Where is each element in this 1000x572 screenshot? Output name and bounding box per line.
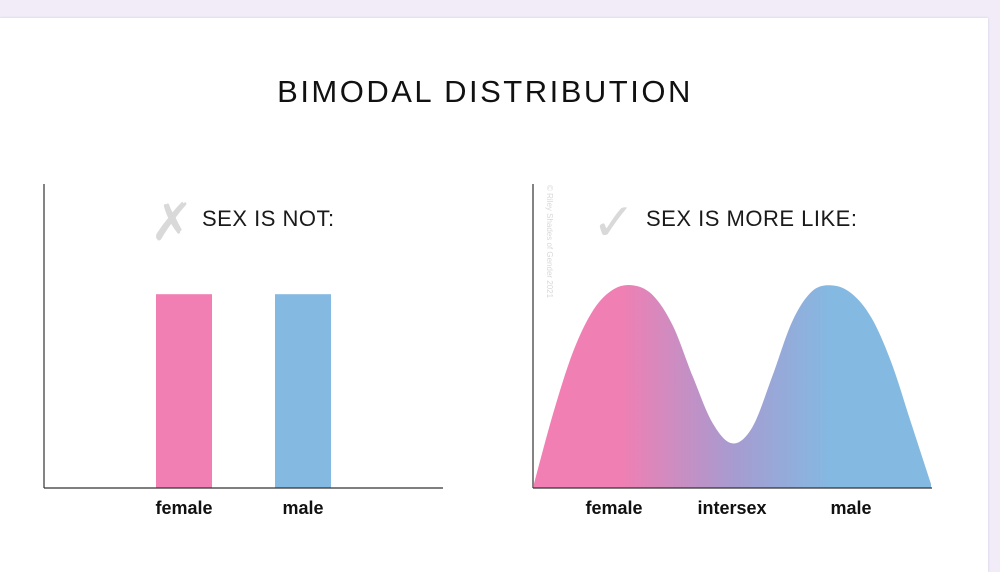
- right-tick-labels: female intersex male: [585, 498, 871, 518]
- left-verdict-label: SEX IS NOT:: [202, 206, 335, 231]
- right-panel: ✓ SEX IS MORE LIKE: © Riley Shades of Ge…: [532, 184, 932, 518]
- bar-female: [156, 294, 212, 488]
- tick-label-intersex: intersex: [697, 498, 766, 518]
- chart-title: BIMODAL DISTRIBUTION: [277, 74, 693, 109]
- bar-male: [275, 294, 331, 488]
- left-panel: ✗ SEX IS NOT: female male: [43, 184, 443, 518]
- left-verdict: ✗ SEX IS NOT:: [150, 193, 335, 253]
- cross-mark-icon: ✗: [150, 193, 194, 253]
- copyright-credit: © Riley Shades of Gender 2021: [545, 185, 554, 299]
- tick-label-female: female: [155, 498, 212, 518]
- tick-label-female: female: [585, 498, 642, 518]
- left-bars: [156, 294, 331, 488]
- right-verdict: ✓ SEX IS MORE LIKE:: [592, 193, 857, 253]
- right-verdict-label: SEX IS MORE LIKE:: [646, 206, 857, 231]
- bimodal-area: [534, 284, 931, 488]
- left-tick-labels: female male: [155, 498, 323, 518]
- tick-label-male: male: [830, 498, 871, 518]
- check-mark-icon: ✓: [592, 193, 636, 253]
- tick-label-male: male: [282, 498, 323, 518]
